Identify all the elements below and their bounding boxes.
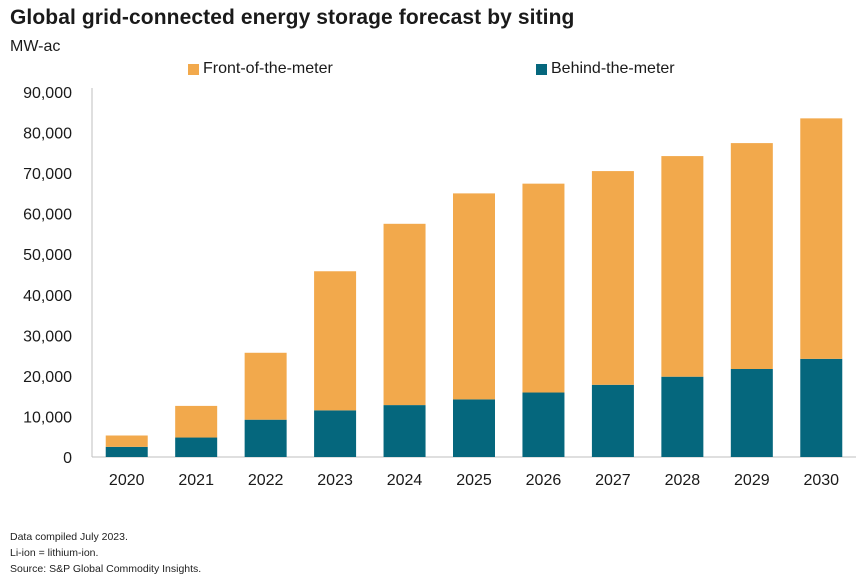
y-axis-unit-label: MW-ac bbox=[10, 38, 61, 55]
bar-front-of-the-meter-2030 bbox=[800, 118, 843, 359]
bar-behind-the-meter-2024 bbox=[383, 405, 426, 457]
note-source: Source: S&P Global Commodity Insights. bbox=[10, 563, 202, 575]
x-tick-label: 2025 bbox=[456, 472, 492, 489]
bar-behind-the-meter-2027 bbox=[591, 384, 634, 457]
bar-front-of-the-meter-2021 bbox=[175, 405, 218, 438]
bar-behind-the-meter-2025 bbox=[453, 399, 495, 457]
legend-item-behind-the-meter: Behind-the-meter bbox=[536, 60, 675, 78]
bar-behind-the-meter-2028 bbox=[661, 376, 704, 457]
bar-front-of-the-meter-2023 bbox=[314, 271, 357, 411]
x-tick-label: 2022 bbox=[248, 472, 284, 489]
legend-item-front-of-the-meter: Front-of-the-meter bbox=[188, 60, 333, 78]
bar-front-of-the-meter-2028 bbox=[661, 156, 704, 377]
y-tick-label: 80,000 bbox=[23, 126, 72, 143]
x-tick-label: 2021 bbox=[178, 472, 214, 489]
x-tick-label: 2027 bbox=[595, 472, 631, 489]
bar-behind-the-meter-2023 bbox=[314, 410, 357, 457]
x-tick-label: 2020 bbox=[109, 472, 145, 489]
bar-front-of-the-meter-2024 bbox=[383, 223, 426, 406]
x-tick-label: 2029 bbox=[734, 472, 770, 489]
note-li-ion: Li-ion = lithium-ion. bbox=[10, 547, 99, 559]
y-tick-label: 60,000 bbox=[23, 207, 72, 224]
legend-label-front-of-the-meter: Front-of-the-meter bbox=[203, 60, 333, 77]
y-tick-label: 20,000 bbox=[23, 369, 72, 386]
x-tick-label: 2023 bbox=[317, 472, 353, 489]
y-tick-label: 10,000 bbox=[23, 409, 72, 426]
y-tick-label: 30,000 bbox=[23, 328, 72, 345]
x-tick-label: 2024 bbox=[387, 472, 423, 489]
bar-front-of-the-meter-2022 bbox=[244, 352, 287, 420]
legend-label-behind-the-meter: Behind-the-meter bbox=[551, 60, 675, 77]
x-tick-label: 2030 bbox=[803, 472, 839, 489]
x-tick-label: 2028 bbox=[665, 472, 701, 489]
bar-behind-the-meter-2020 bbox=[105, 446, 148, 457]
y-tick-label: 0 bbox=[63, 450, 72, 467]
x-tick-label: 2026 bbox=[526, 472, 562, 489]
legend-swatch-front-of-the-meter bbox=[188, 63, 199, 75]
bar-front-of-the-meter-2027 bbox=[591, 171, 634, 385]
bar-behind-the-meter-2022 bbox=[244, 419, 287, 457]
chart-notes: Data compiled July 2023. Li-ion = lithiu… bbox=[10, 529, 201, 577]
bar-front-of-the-meter-2026 bbox=[522, 183, 565, 393]
y-tick-label: 50,000 bbox=[23, 247, 72, 264]
y-tick-label: 70,000 bbox=[23, 166, 72, 183]
note-data-compiled: Data compiled July 2023. bbox=[10, 531, 128, 543]
legend-swatch-behind-the-meter bbox=[536, 63, 547, 75]
bar-behind-the-meter-2029 bbox=[730, 368, 773, 457]
bar-behind-the-meter-2026 bbox=[522, 392, 565, 457]
y-tick-label: 90,000 bbox=[23, 85, 72, 102]
bar-front-of-the-meter-2020 bbox=[105, 435, 148, 447]
chart-title: Global grid-connected energy storage for… bbox=[10, 6, 575, 29]
bar-behind-the-meter-2021 bbox=[175, 437, 218, 457]
bar-behind-the-meter-2030 bbox=[800, 358, 843, 457]
bar-front-of-the-meter-2029 bbox=[730, 143, 773, 369]
y-tick-label: 40,000 bbox=[23, 288, 72, 305]
bar-front-of-the-meter-2025 bbox=[453, 193, 495, 400]
